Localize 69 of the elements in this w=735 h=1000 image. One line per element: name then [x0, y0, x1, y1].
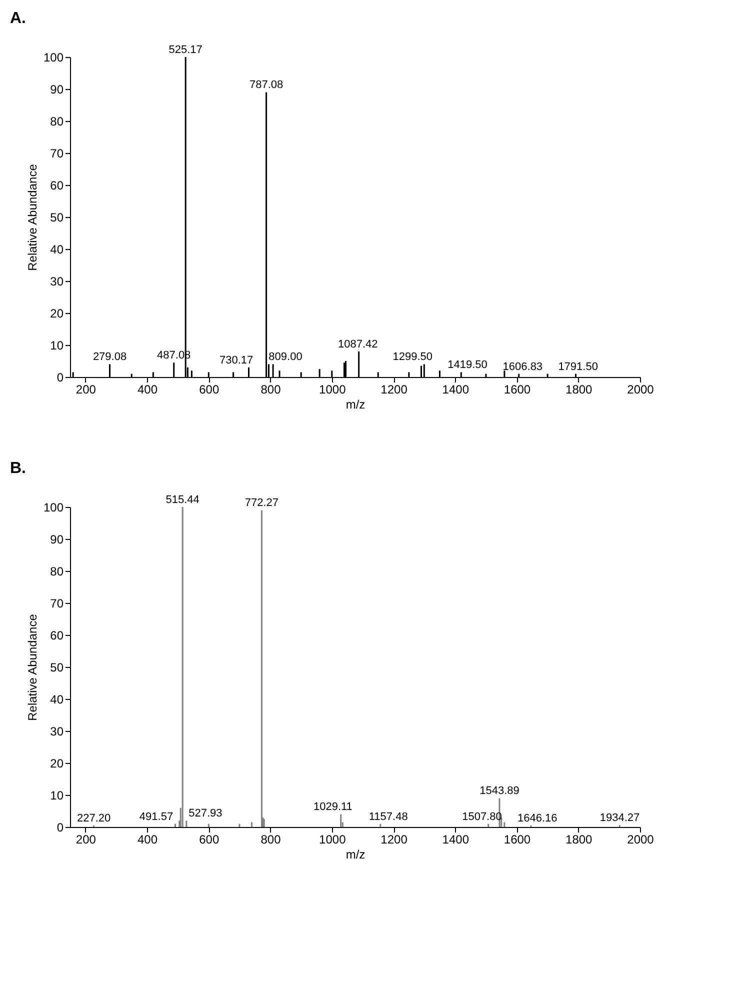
y-tick-label: 90	[50, 532, 64, 546]
annotation: 809.00	[268, 351, 302, 364]
x-axis-title: m/z	[346, 398, 366, 412]
y-axis-title: Relative Abundance	[25, 164, 40, 271]
x-tick-label: 2000	[627, 382, 654, 396]
annotation: 1934.27	[600, 812, 640, 824]
annotation: 1029.11	[313, 801, 352, 814]
y-axis-title: Relative Abundance	[25, 614, 40, 721]
y-tick-label: 70	[50, 146, 64, 160]
y-tick-label: 0	[56, 370, 64, 384]
annotation: 1646.16	[517, 812, 558, 824]
x-tick-label: 1400	[442, 832, 470, 846]
y-tick-label: 50	[50, 210, 64, 224]
annotation: 525.17	[168, 44, 202, 56]
x-tick-label: 1600	[504, 382, 531, 396]
x-tick-label: 200	[76, 382, 96, 396]
chart-title: B.	[10, 460, 26, 477]
x-tick-label: 600	[199, 832, 220, 846]
y-tick-label: 0	[56, 820, 64, 834]
x-tick-label: 600	[199, 382, 220, 396]
annotation: 787.08	[249, 79, 284, 92]
x-tick-label: 1400	[442, 382, 470, 396]
x-tick-label: 1800	[566, 382, 593, 396]
annotation: 1299.50	[392, 351, 433, 364]
y-tick-label: 100	[43, 50, 64, 64]
y-tick-label: 20	[50, 306, 64, 320]
annotation: 491.57	[139, 810, 174, 823]
x-tick-label: 1000	[319, 832, 346, 846]
x-axis-title: m/z	[346, 848, 366, 862]
y-tick-label: 60	[50, 628, 64, 642]
y-tick-label: 30	[50, 724, 64, 738]
x-tick-label: 400	[138, 382, 158, 396]
annotation: 1791.50	[558, 360, 598, 373]
y-tick-label: 90	[50, 82, 64, 96]
y-tick-label: 10	[50, 338, 64, 352]
y-tick-label: 70	[50, 596, 64, 610]
x-tick-label: 1600	[504, 832, 531, 846]
y-tick-label: 30	[50, 274, 64, 288]
annotation: 730.17	[219, 354, 254, 366]
chart-title: A.	[10, 10, 26, 27]
y-tick-label: 50	[50, 660, 64, 674]
x-tick-label: 1200	[380, 832, 408, 846]
annotation: 227.20	[76, 812, 111, 824]
y-tick-label: 40	[50, 242, 64, 256]
y-tick-label: 80	[50, 114, 64, 128]
x-tick-label: 400	[138, 832, 158, 846]
annotation: 515.44	[166, 494, 200, 506]
y-tick-label: 80	[50, 564, 64, 578]
x-tick-label: 200	[76, 832, 96, 846]
annotation: 1157.48	[368, 810, 408, 823]
annotation: 1087.42	[338, 338, 378, 350]
y-tick-label: 60	[50, 178, 64, 192]
x-tick-label: 800	[260, 382, 282, 396]
x-tick-label: 1800	[566, 832, 593, 846]
x-tick-label: 2000	[627, 832, 654, 846]
x-tick-label: 800	[260, 832, 282, 846]
annotation: 279.08	[92, 351, 127, 364]
annotation: 527.93	[188, 808, 222, 820]
annotation: 1543.89	[480, 785, 520, 798]
y-tick-label: 40	[50, 692, 64, 706]
annotation: 1419.50	[448, 359, 488, 372]
x-tick-label: 1000	[319, 382, 346, 396]
y-tick-label: 20	[50, 756, 64, 770]
x-tick-label: 1200	[380, 382, 408, 396]
y-tick-label: 100	[43, 500, 64, 514]
annotation: 1507.80	[462, 810, 502, 823]
annotation: 772.27	[244, 497, 279, 510]
y-tick-label: 10	[50, 788, 64, 802]
annotation: 1606.83	[502, 360, 543, 373]
